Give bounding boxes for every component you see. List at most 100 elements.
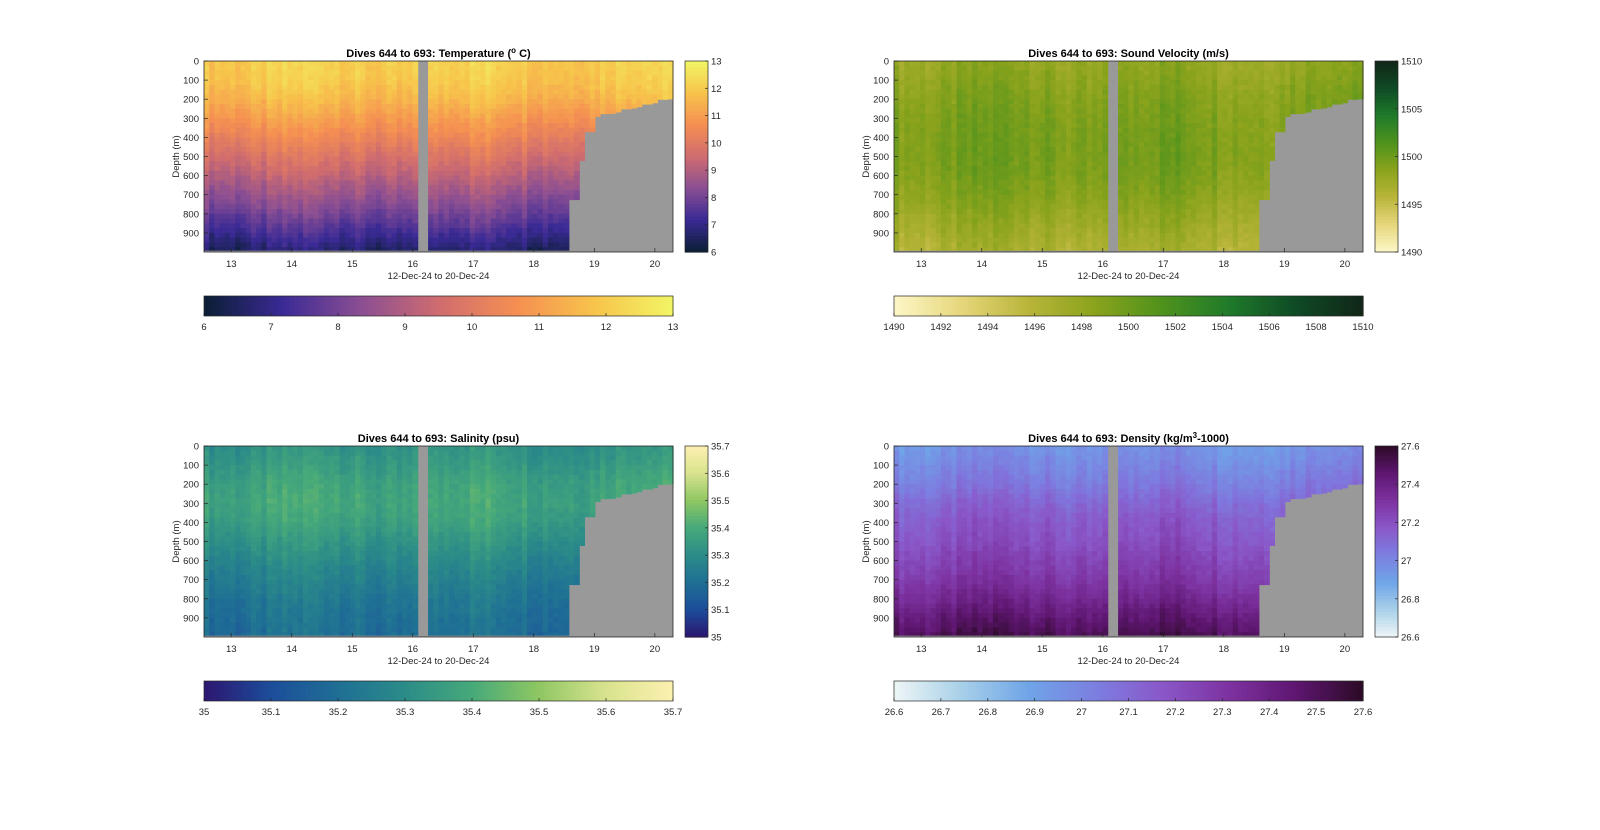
heatmap-cell <box>282 89 288 96</box>
heatmap-cell <box>542 137 549 143</box>
heatmap-cell <box>261 108 268 115</box>
heatmap-cell <box>245 170 252 177</box>
heatmap-cell <box>506 75 513 81</box>
heatmap-cell <box>940 228 947 234</box>
vertical-colorbar-swatch <box>685 137 708 142</box>
heatmap-cell <box>323 151 330 158</box>
heatmap-cell <box>438 65 445 72</box>
heatmap-cell <box>532 94 539 100</box>
heatmap-cell <box>1034 151 1041 158</box>
heatmap-cell <box>485 228 492 234</box>
heatmap-cell <box>987 61 994 67</box>
heatmap-cell <box>946 218 952 224</box>
heatmap-cell <box>537 118 544 124</box>
heatmap-cell <box>391 218 398 224</box>
heatmap-cell <box>313 175 320 181</box>
heatmap-cell <box>1055 80 1062 86</box>
horizontal-colorbar-swatch <box>426 296 432 316</box>
heatmap-cell <box>894 156 900 162</box>
heatmap-cell <box>501 127 507 134</box>
heatmap-cell <box>433 237 440 244</box>
heatmap-cell <box>501 89 507 96</box>
heatmap-cell <box>930 123 937 129</box>
heatmap-cell <box>951 146 958 153</box>
horizontal-colorbar-swatch <box>465 296 471 316</box>
heatmap-cell <box>904 232 911 239</box>
heatmap-cell <box>469 228 476 234</box>
heatmap-cell <box>1003 166 1010 172</box>
heatmap-cell <box>1003 194 1010 201</box>
heatmap-cell <box>271 170 278 177</box>
heatmap-cell <box>370 113 377 119</box>
heatmap-cell <box>271 228 278 234</box>
vertical-colorbar-swatch <box>685 201 708 205</box>
heatmap-cell <box>667 84 674 91</box>
heatmap-cell <box>292 242 299 248</box>
heatmap-cell <box>563 194 570 201</box>
heatmap-cell <box>904 228 911 234</box>
heatmap-cell <box>961 175 968 181</box>
heatmap-cell <box>1128 175 1135 181</box>
heatmap-cell <box>1071 185 1077 191</box>
heatmap-cell <box>899 213 906 220</box>
heatmap-cell <box>443 84 450 91</box>
heatmap-cell <box>402 75 408 81</box>
heatmap-cell <box>235 237 242 244</box>
heatmap-cell <box>527 61 533 67</box>
heatmap-cell <box>276 151 283 158</box>
heatmap-cell <box>894 75 900 81</box>
heatmap-cell <box>391 70 398 76</box>
heatmap-cell <box>920 127 926 134</box>
heatmap-cell <box>547 137 554 143</box>
heatmap-cell <box>334 180 341 186</box>
heatmap-cell <box>1050 218 1057 224</box>
heatmap-cell <box>344 142 351 148</box>
heatmap-cell <box>250 213 257 220</box>
heatmap-cell <box>594 65 601 72</box>
heatmap-cell <box>474 237 481 244</box>
heatmap-cell <box>972 161 978 167</box>
heatmap-cell <box>982 242 989 248</box>
heatmap-cell <box>292 237 299 244</box>
heatmap-cell <box>428 247 434 251</box>
heatmap-cell <box>308 94 315 100</box>
heatmap-cell <box>433 65 440 72</box>
heatmap-cell <box>313 199 320 205</box>
x-tick-label: 15 <box>347 259 358 270</box>
heatmap-cell <box>235 189 242 196</box>
heatmap-cell <box>219 123 226 129</box>
heatmap-cell <box>292 118 299 124</box>
heatmap-cell <box>428 156 434 162</box>
heatmap-cell <box>506 223 513 229</box>
heatmap-cell <box>909 103 916 110</box>
heatmap-cell <box>1008 161 1015 167</box>
horizontal-colorbar-swatch <box>372 296 377 316</box>
heatmap-cell <box>914 137 921 143</box>
heatmap-cell <box>480 84 486 91</box>
heatmap-cell <box>930 103 937 110</box>
heatmap-cell <box>360 228 367 234</box>
heatmap-cell <box>323 118 330 124</box>
heatmap-cell <box>636 103 643 108</box>
heatmap-cell <box>375 70 382 76</box>
heatmap-cell <box>266 146 273 153</box>
heatmap-cell <box>287 170 294 177</box>
heatmap-cell <box>224 218 231 224</box>
heatmap-cell <box>1034 108 1041 115</box>
heatmap-cell <box>1076 113 1083 119</box>
heatmap-cell <box>276 242 283 248</box>
heatmap-cell <box>1029 161 1036 167</box>
heatmap-cell <box>993 209 999 215</box>
heatmap-cell <box>339 113 346 119</box>
heatmap-cell <box>966 194 973 201</box>
heatmap-cell <box>271 123 278 129</box>
heatmap-cell <box>652 94 658 100</box>
heatmap-cell <box>308 204 315 210</box>
heatmap-cell <box>982 209 989 215</box>
heatmap-cell <box>909 204 916 210</box>
heatmap-cell <box>204 80 210 86</box>
heatmap-cell <box>433 247 440 251</box>
heatmap-cell <box>589 75 596 81</box>
heatmap-cell <box>1081 142 1088 148</box>
heatmap-cell <box>1024 185 1031 191</box>
